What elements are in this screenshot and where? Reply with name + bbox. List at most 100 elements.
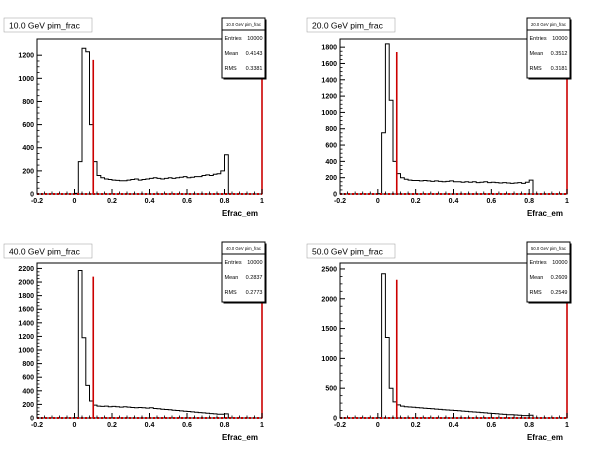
stats-value: 0.3512 xyxy=(551,51,568,57)
y-tick-label: 1400 xyxy=(18,320,34,327)
stats-box-frame xyxy=(526,241,571,303)
title-box: 20.0 GeV pim_frac xyxy=(306,17,396,33)
title-box: 10.0 GeV pim_frac xyxy=(3,17,93,33)
stats-box-frame xyxy=(221,17,266,79)
stats-label: Mean xyxy=(225,275,239,281)
stats-label: Entries xyxy=(225,260,242,266)
y-tick-label: 1800 xyxy=(321,45,337,52)
y-tick-label: 500 xyxy=(325,386,337,393)
histogram-panel-3: 40.0 GeV pim_frac02004006008001000120014… xyxy=(3,241,267,442)
y-tick-label: 200 xyxy=(325,175,337,182)
y-tick-label: 1600 xyxy=(321,61,337,68)
y-tick-label: 800 xyxy=(22,99,34,106)
x-tick-label: 0.4 xyxy=(449,422,459,429)
x-tick-label: 0.6 xyxy=(182,198,192,205)
y-tick-label: 400 xyxy=(22,388,34,395)
stats-label: RMS xyxy=(225,290,238,296)
stats-value: 0.3381 xyxy=(246,66,263,72)
x-tick-label: 0 xyxy=(376,198,380,205)
stats-label: Entries xyxy=(530,36,547,42)
stats-value: 0.3181 xyxy=(551,66,568,72)
y-tick-label: 200 xyxy=(22,402,34,409)
x-tick-label: 0.2 xyxy=(411,198,421,205)
histogram-series xyxy=(340,43,567,195)
x-tick-label: 0 xyxy=(73,422,77,429)
y-tick-label: 1200 xyxy=(18,334,34,341)
x-tick-label: -0.2 xyxy=(31,198,43,205)
y-tick-label: 1200 xyxy=(18,53,34,60)
y-tick-label: 1000 xyxy=(321,356,337,363)
y-tick-label: 2000 xyxy=(18,280,34,287)
x-tick-label: 0.8 xyxy=(524,198,534,205)
x-tick-label: 0.2 xyxy=(411,422,421,429)
stats-title: 10.0 GeV pim_frac xyxy=(226,22,261,27)
x-tick-label: 0.4 xyxy=(145,422,155,429)
y-tick-label: 600 xyxy=(325,143,337,150)
stats-box-frame xyxy=(221,241,266,303)
stats-label: Mean xyxy=(530,275,544,281)
y-tick-label: 400 xyxy=(325,159,337,166)
y-tick-label: 200 xyxy=(22,168,34,175)
stats-value: 0.4143 xyxy=(246,51,263,57)
y-tick-label: 0 xyxy=(333,416,337,423)
stats-label: RMS xyxy=(530,66,543,72)
x-tick-label: 0.8 xyxy=(220,422,230,429)
x-tick-label: 0.2 xyxy=(107,422,117,429)
x-tick-label: 0 xyxy=(376,422,380,429)
title-box: 40.0 GeV pim_frac xyxy=(3,243,93,259)
title-box-frame xyxy=(306,17,396,33)
stats-box: 50.0 GeV pim_frac Entries 10000 Mean 0.2609 R… xyxy=(526,241,572,304)
y-tick-label: 2000 xyxy=(321,296,337,303)
stats-value: 0.2549 xyxy=(551,290,568,296)
chart-title: 40.0 GeV pim_frac xyxy=(9,247,81,257)
y-tick-label: 1500 xyxy=(321,326,337,333)
title-box-frame xyxy=(3,17,93,33)
x-tick-label: 0.8 xyxy=(524,422,534,429)
stats-label: Mean xyxy=(225,51,239,57)
stats-label: Entries xyxy=(530,260,547,266)
x-tick-label: 1 xyxy=(260,422,264,429)
stats-label: Mean xyxy=(530,51,544,57)
y-tick-label: 1800 xyxy=(18,293,34,300)
y-tick-label: 600 xyxy=(22,122,34,129)
chart-title: 50.0 GeV pim_frac xyxy=(312,247,384,257)
y-tick-label: 2200 xyxy=(18,266,34,273)
chart-title: 20.0 GeV pim_frac xyxy=(312,21,384,31)
y-tick-label: 0 xyxy=(333,192,337,199)
stats-value: 0.2773 xyxy=(246,290,263,296)
x-axis-label: Efrac_em xyxy=(527,209,563,218)
stats-label: RMS xyxy=(225,66,238,72)
x-tick-label: 0.4 xyxy=(449,198,459,205)
x-tick-label: 0.6 xyxy=(486,422,496,429)
y-tick-label: 1600 xyxy=(18,307,34,314)
stats-title: 50.0 GeV pim_frac xyxy=(531,246,566,251)
x-tick-label: 0.6 xyxy=(486,198,496,205)
histogram-series xyxy=(37,270,262,419)
histogram-panel-4: 50.0 GeV pim_frac 0 500 1000 1500 2000 2500 -0.… xyxy=(306,241,572,442)
stats-value: 10000 xyxy=(552,260,567,266)
y-tick-label: 1200 xyxy=(321,94,337,101)
stats-title: 20.0 GeV pim_frac xyxy=(531,22,566,27)
y-tick-label: 1000 xyxy=(321,110,337,117)
histogram-panel-2: 20.0 GeV pim_frac 0 200 400 600 800 1000 1200 14… xyxy=(306,17,572,218)
x-tick-label: 0.4 xyxy=(145,198,155,205)
stats-value: 0.2837 xyxy=(246,275,263,281)
stats-label: RMS xyxy=(530,290,543,296)
title-box: 50.0 GeV pim_frac xyxy=(306,243,396,259)
y-tick-label: 0 xyxy=(30,192,34,199)
y-tick-label: 1000 xyxy=(18,76,34,83)
stats-box: 20.0 GeV pim_frac Entries 10000 Mean 0.3512 R… xyxy=(526,17,572,80)
x-axis-label: Efrac_em xyxy=(222,209,258,218)
stats-box: 10.0 GeV pim_frac Entries 10000 Mean 0.4143 R… xyxy=(221,17,267,80)
y-tick-label: 800 xyxy=(325,126,337,133)
histogram-series xyxy=(340,273,567,419)
x-tick-label: 0.2 xyxy=(107,198,117,205)
x-axis-label: Efrac_em xyxy=(222,433,258,442)
x-tick-label: 0.6 xyxy=(182,422,192,429)
y-tick-label: 800 xyxy=(22,361,34,368)
x-tick-label: -0.2 xyxy=(31,422,43,429)
x-tick-label: -0.2 xyxy=(334,198,346,205)
stats-label: Entries xyxy=(225,36,242,42)
x-tick-label: 0.8 xyxy=(220,198,230,205)
